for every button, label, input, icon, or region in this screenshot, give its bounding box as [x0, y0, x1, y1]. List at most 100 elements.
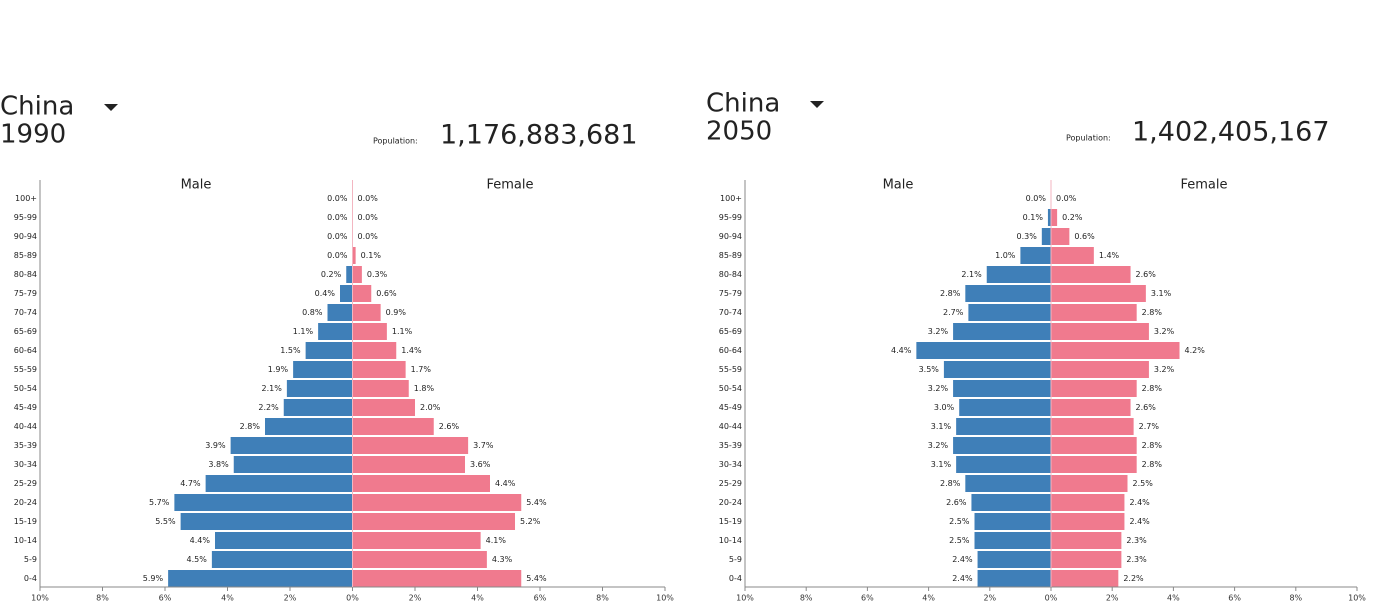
value-label: 2.6% [946, 498, 967, 507]
bar [352, 456, 465, 473]
age-label: 75-79 [14, 289, 37, 298]
bar [943, 361, 1051, 378]
value-label: 4.5% [187, 555, 208, 564]
value-label: 0.0% [1056, 194, 1077, 203]
population-value: 1,176,883,681 [440, 120, 638, 151]
age-label: 30-34 [719, 460, 742, 469]
dropdown-arrow[interactable] [810, 101, 824, 108]
value-label: 0.6% [376, 289, 397, 298]
bar [352, 494, 522, 511]
age-label: 0-4 [24, 574, 37, 583]
x-tick-label: 10% [1348, 594, 1366, 603]
value-label: 2.4% [1129, 498, 1150, 507]
bar [1051, 228, 1070, 245]
bar [352, 570, 522, 587]
value-label: 2.3% [1126, 555, 1147, 564]
value-label: 4.3% [492, 555, 513, 564]
x-tick-label: 4% [922, 594, 935, 603]
population-label: Population: [1066, 134, 1111, 143]
value-label: 0.0% [327, 194, 348, 203]
bar [180, 513, 353, 530]
value-label: 2.6% [439, 422, 460, 431]
bar [953, 323, 1051, 340]
age-label: 35-39 [719, 441, 742, 450]
value-label: 3.2% [1154, 365, 1175, 374]
bar [1051, 342, 1180, 359]
value-label: 0.8% [302, 308, 323, 317]
bar [352, 361, 406, 378]
value-label: 3.8% [208, 460, 229, 469]
age-label: 35-39 [14, 441, 37, 450]
country-selector[interactable]: China [706, 89, 780, 119]
bar [968, 304, 1051, 321]
value-label: 2.1% [961, 270, 982, 279]
value-label: 2.2% [258, 403, 279, 412]
age-label: 40-44 [14, 422, 37, 431]
value-label: 2.5% [1133, 479, 1154, 488]
bar [1041, 228, 1051, 245]
value-label: 0.0% [1026, 194, 1047, 203]
bar [965, 475, 1051, 492]
value-label: 2.6% [1136, 403, 1157, 412]
age-label: 80-84 [14, 270, 37, 279]
bar [959, 399, 1051, 416]
value-label: 0.4% [315, 289, 336, 298]
bar [1020, 247, 1051, 264]
bar [352, 304, 381, 321]
age-label: 25-29 [14, 479, 37, 488]
dropdown-arrow[interactable] [104, 104, 118, 111]
bar [1051, 456, 1137, 473]
year: 2050 [706, 117, 772, 147]
value-label: 0.6% [1074, 232, 1095, 241]
x-tick-label: 4% [471, 594, 484, 603]
value-label: 1.1% [392, 327, 413, 336]
age-label: 85-89 [14, 251, 37, 260]
bar [1051, 323, 1149, 340]
bar [1051, 304, 1137, 321]
bar [1051, 399, 1131, 416]
value-label: 1.5% [280, 346, 301, 355]
age-label: 0-4 [729, 574, 742, 583]
value-label: 0.1% [361, 251, 382, 260]
age-label: 75-79 [719, 289, 742, 298]
legend-label: Female [486, 178, 533, 193]
bar [1051, 551, 1122, 568]
value-label: 3.2% [928, 441, 949, 450]
x-tick-label: 8% [596, 594, 609, 603]
value-label: 2.1% [262, 384, 283, 393]
value-label: 0.0% [358, 232, 379, 241]
age-label: 20-24 [14, 498, 37, 507]
bar [1051, 418, 1134, 435]
value-label: 1.8% [414, 384, 435, 393]
age-label: 70-74 [14, 308, 37, 317]
bar [965, 285, 1051, 302]
value-label: 2.8% [1142, 441, 1163, 450]
age-label: 25-29 [719, 479, 742, 488]
age-label: 80-84 [719, 270, 742, 279]
bar [1047, 209, 1051, 226]
value-label: 0.2% [321, 270, 342, 279]
x-tick-label: 6% [1228, 594, 1241, 603]
population-label: Population: [373, 137, 418, 146]
value-label: 1.9% [268, 365, 289, 374]
bar [352, 437, 469, 454]
bar [1051, 532, 1122, 549]
value-label: 1.4% [401, 346, 422, 355]
bar [230, 437, 353, 454]
age-label: 50-54 [719, 384, 742, 393]
age-label: 95-99 [14, 213, 37, 222]
bar [956, 418, 1051, 435]
value-label: 3.1% [931, 460, 952, 469]
value-label: 0.3% [367, 270, 388, 279]
value-label: 3.9% [205, 441, 226, 450]
bar [1051, 437, 1137, 454]
bar [205, 475, 353, 492]
value-label: 1.0% [995, 251, 1016, 260]
bar [346, 266, 353, 283]
x-tick-label: 0% [346, 594, 359, 603]
age-label: 10-14 [14, 536, 37, 545]
country-selector[interactable]: China [0, 92, 74, 122]
age-label: 55-59 [14, 365, 37, 374]
value-label: 4.4% [190, 536, 211, 545]
bar [953, 437, 1051, 454]
